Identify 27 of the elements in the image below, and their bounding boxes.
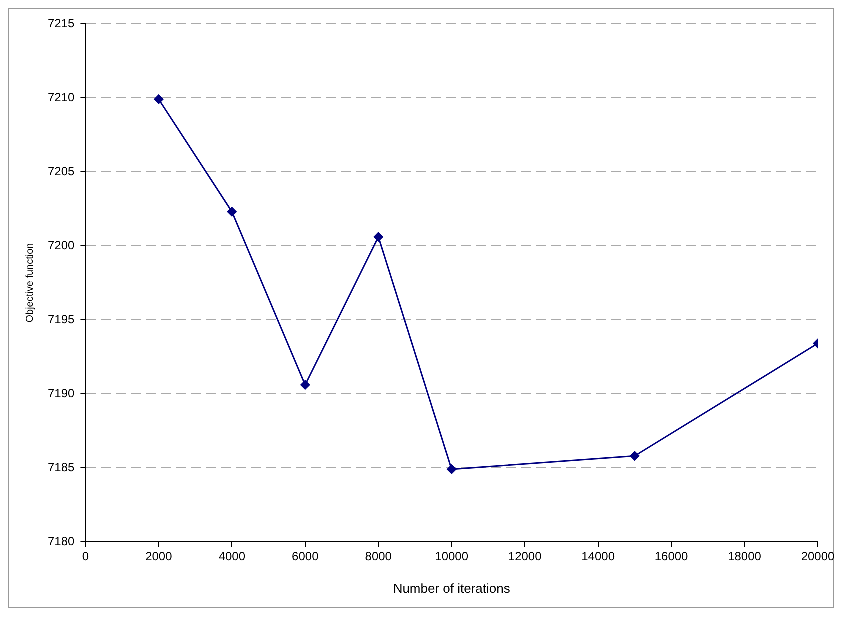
x-tick-label: 0 bbox=[82, 550, 90, 564]
x-tick-label: 8000 bbox=[365, 550, 392, 564]
point bbox=[374, 232, 384, 242]
point bbox=[300, 380, 310, 390]
y-tick-label: 7200 bbox=[48, 238, 76, 252]
x-tick-label: 16000 bbox=[654, 550, 689, 564]
x-tick-label: 14000 bbox=[582, 550, 616, 564]
point bbox=[154, 94, 164, 104]
y-tick-label: 7210 bbox=[48, 90, 76, 104]
y-tick-label: 7180 bbox=[48, 534, 76, 548]
point bbox=[227, 207, 237, 217]
x-tick-label: 6000 bbox=[292, 550, 320, 564]
x-tick-label: 20000 bbox=[801, 550, 836, 564]
y-tick-label: 7215 bbox=[48, 16, 76, 30]
x-tick-label: 4000 bbox=[218, 550, 246, 564]
x-tick-label: 10000 bbox=[435, 550, 469, 564]
y-tick-label: 7190 bbox=[48, 386, 76, 400]
point bbox=[630, 451, 640, 461]
x-axis-title: Number of iterations bbox=[393, 580, 511, 596]
y-tick-label: 7185 bbox=[48, 460, 76, 474]
x-tick-label: 18000 bbox=[728, 550, 762, 564]
point bbox=[447, 464, 457, 474]
x-tick-label: 12000 bbox=[508, 550, 542, 564]
y-tick-label: 7195 bbox=[48, 312, 76, 326]
x-tick-label: 2000 bbox=[146, 550, 173, 564]
y-tick-label: 7205 bbox=[48, 164, 76, 178]
y-axis-title: Objective function bbox=[24, 243, 36, 323]
